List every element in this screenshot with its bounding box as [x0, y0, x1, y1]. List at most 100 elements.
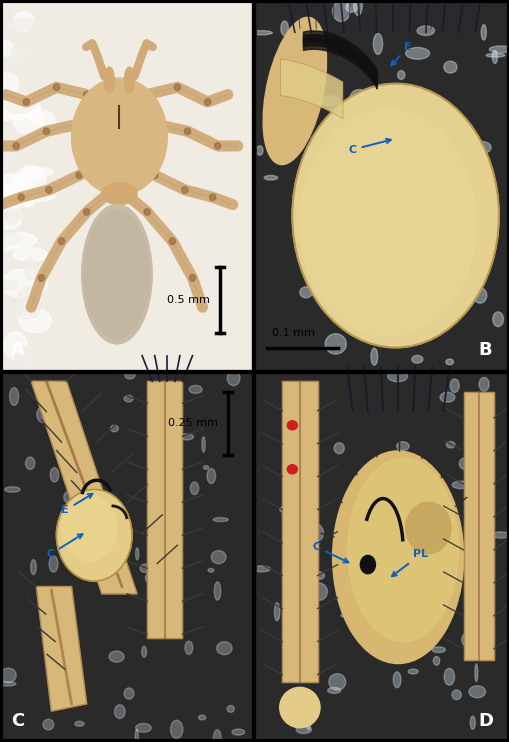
Ellipse shape — [475, 597, 484, 614]
Ellipse shape — [418, 557, 437, 567]
Ellipse shape — [478, 378, 488, 391]
Ellipse shape — [340, 614, 355, 617]
Ellipse shape — [104, 67, 114, 93]
Ellipse shape — [274, 603, 279, 621]
Ellipse shape — [83, 209, 90, 215]
Ellipse shape — [18, 287, 39, 307]
Text: PL: PL — [391, 549, 428, 577]
Ellipse shape — [102, 183, 137, 205]
Ellipse shape — [227, 706, 234, 712]
Ellipse shape — [109, 651, 124, 662]
Ellipse shape — [449, 379, 458, 393]
Text: C: C — [312, 542, 348, 562]
Ellipse shape — [305, 715, 310, 730]
Ellipse shape — [296, 726, 311, 734]
Ellipse shape — [124, 67, 134, 93]
Ellipse shape — [297, 709, 317, 713]
Polygon shape — [281, 381, 317, 682]
Ellipse shape — [76, 121, 82, 127]
Ellipse shape — [272, 143, 278, 160]
Ellipse shape — [350, 90, 367, 105]
Ellipse shape — [252, 566, 270, 572]
Ellipse shape — [11, 40, 37, 64]
Ellipse shape — [203, 465, 208, 469]
Ellipse shape — [263, 17, 326, 165]
Ellipse shape — [328, 674, 345, 690]
Ellipse shape — [0, 682, 16, 686]
Ellipse shape — [416, 26, 434, 36]
Ellipse shape — [216, 642, 232, 654]
Ellipse shape — [370, 348, 377, 365]
Ellipse shape — [139, 564, 150, 573]
Ellipse shape — [299, 109, 475, 337]
Ellipse shape — [6, 208, 18, 225]
Ellipse shape — [13, 297, 40, 319]
Ellipse shape — [144, 209, 150, 215]
Ellipse shape — [213, 518, 228, 522]
Ellipse shape — [21, 346, 30, 360]
Ellipse shape — [375, 244, 395, 250]
Polygon shape — [36, 587, 87, 711]
Text: D: D — [478, 712, 493, 730]
Text: E: E — [62, 494, 92, 515]
Ellipse shape — [469, 716, 474, 729]
Ellipse shape — [397, 70, 404, 79]
Ellipse shape — [489, 46, 509, 53]
Ellipse shape — [46, 186, 52, 193]
Ellipse shape — [198, 715, 206, 720]
Ellipse shape — [451, 690, 461, 700]
Ellipse shape — [353, 0, 361, 16]
Ellipse shape — [473, 142, 490, 154]
Ellipse shape — [76, 172, 82, 179]
Ellipse shape — [309, 524, 323, 542]
Ellipse shape — [125, 370, 135, 379]
Ellipse shape — [13, 303, 22, 315]
Ellipse shape — [189, 385, 202, 393]
Ellipse shape — [414, 609, 424, 627]
Ellipse shape — [135, 729, 138, 742]
Ellipse shape — [19, 309, 51, 332]
Ellipse shape — [333, 443, 344, 454]
Ellipse shape — [349, 490, 359, 502]
Ellipse shape — [342, 245, 350, 249]
Ellipse shape — [461, 631, 477, 648]
Ellipse shape — [410, 183, 426, 195]
Ellipse shape — [184, 128, 190, 134]
Ellipse shape — [64, 492, 73, 503]
Ellipse shape — [174, 84, 180, 91]
Ellipse shape — [345, 588, 353, 598]
Ellipse shape — [477, 576, 489, 591]
Ellipse shape — [0, 232, 37, 248]
Ellipse shape — [18, 194, 24, 200]
Ellipse shape — [325, 334, 346, 354]
Ellipse shape — [280, 21, 288, 36]
Ellipse shape — [151, 172, 158, 179]
Polygon shape — [147, 381, 182, 638]
Ellipse shape — [71, 78, 167, 195]
Ellipse shape — [15, 347, 39, 368]
Ellipse shape — [0, 211, 12, 220]
Ellipse shape — [357, 531, 371, 537]
Ellipse shape — [227, 370, 240, 386]
Ellipse shape — [144, 91, 150, 98]
Ellipse shape — [367, 469, 383, 476]
Ellipse shape — [360, 556, 375, 574]
Ellipse shape — [248, 30, 272, 35]
Text: A: A — [11, 341, 25, 359]
Ellipse shape — [256, 145, 263, 155]
Ellipse shape — [30, 112, 44, 126]
Ellipse shape — [4, 332, 27, 359]
Ellipse shape — [209, 194, 215, 200]
Ellipse shape — [25, 457, 35, 470]
Ellipse shape — [398, 467, 417, 483]
Ellipse shape — [0, 237, 19, 251]
Text: E: E — [390, 42, 411, 65]
Ellipse shape — [0, 269, 48, 298]
Ellipse shape — [491, 50, 496, 64]
Ellipse shape — [13, 108, 56, 136]
Ellipse shape — [10, 387, 19, 405]
Ellipse shape — [55, 437, 58, 449]
Ellipse shape — [38, 275, 44, 281]
Ellipse shape — [355, 209, 369, 220]
Ellipse shape — [16, 206, 28, 220]
